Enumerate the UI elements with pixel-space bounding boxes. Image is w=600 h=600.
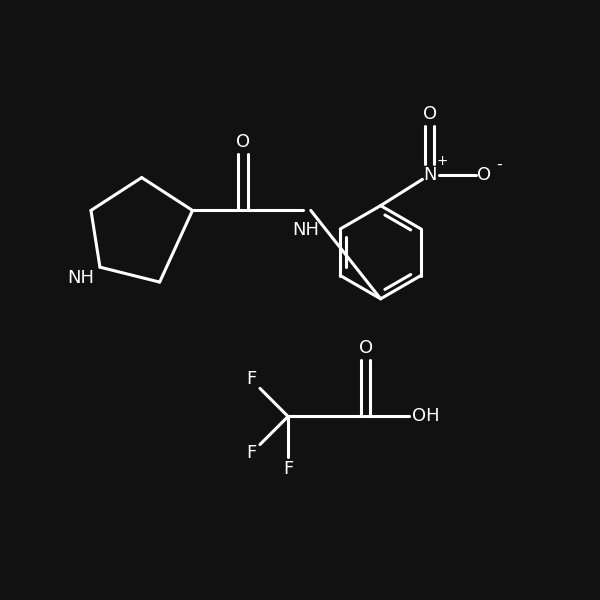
Text: O: O [236, 133, 250, 151]
Text: NH: NH [292, 221, 319, 239]
Text: F: F [283, 460, 293, 478]
Text: O: O [478, 166, 491, 184]
Text: N: N [423, 166, 436, 184]
Text: F: F [246, 370, 256, 388]
Text: F: F [246, 445, 256, 463]
Text: O: O [422, 104, 437, 122]
Text: -: - [497, 157, 502, 172]
Text: OH: OH [412, 407, 439, 425]
Text: +: + [437, 154, 448, 169]
Text: NH: NH [67, 269, 94, 287]
Text: O: O [359, 339, 373, 357]
